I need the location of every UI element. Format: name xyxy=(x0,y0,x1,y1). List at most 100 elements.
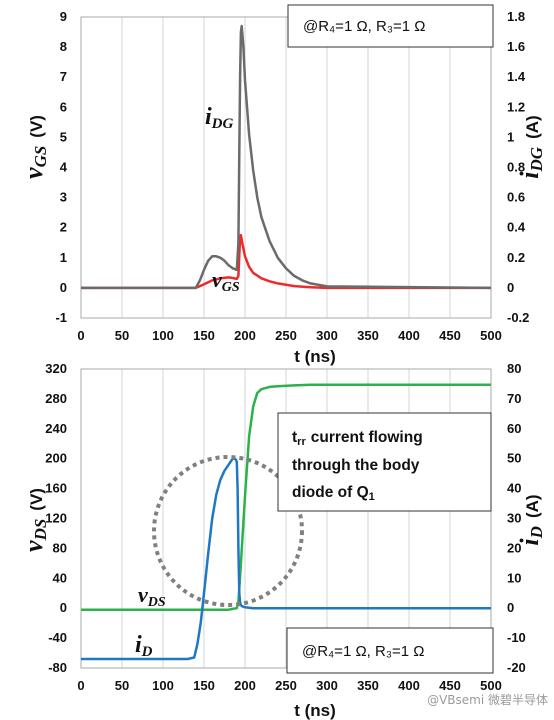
x-axis-title-top: t (ns) xyxy=(294,347,336,366)
svg-text:iD(A): iD (A) xyxy=(515,494,546,545)
annotation-top: @R₄=1 Ω, R₃=1 Ω xyxy=(303,18,425,35)
y-right-tick-30: 30 xyxy=(507,511,521,526)
x-tick-0: 0 xyxy=(77,328,84,343)
y-left-tick-7: 7 xyxy=(60,69,67,84)
chart-top: 0 50 100 150 200 250 300 350 400 450 500 -1 0 1 2 3 4 5 6… xyxy=(19,4,546,366)
x-tick-450: 450 xyxy=(439,328,461,343)
annotation-box-top xyxy=(287,4,494,48)
x-tick-350: 350 xyxy=(357,678,379,693)
y-right-sub-top: DG xyxy=(527,146,546,172)
y-right-tick-1: 1 xyxy=(507,129,514,144)
y-left-tick-320: 320 xyxy=(45,361,67,376)
series-label-idg: iDG xyxy=(205,104,234,132)
x-tick-250: 250 xyxy=(275,328,297,343)
y-left-tick--80: -80 xyxy=(48,660,67,675)
x-tick-200: 200 xyxy=(234,328,256,343)
x-tick-350: 350 xyxy=(357,328,379,343)
y-right-sub-bottom: D xyxy=(527,526,546,539)
plot-area-top xyxy=(80,16,492,319)
y-right-tick-80: 80 xyxy=(507,361,521,376)
y-left-unit-bottom: (V) xyxy=(27,488,46,511)
y-left-tick-4: 4 xyxy=(60,160,68,175)
y-right-tick--0.2: -0.2 xyxy=(507,310,529,325)
series-line-vGS xyxy=(81,233,491,290)
series-label-id: iD xyxy=(135,632,153,660)
x-tick-400: 400 xyxy=(398,678,420,693)
svg-text:vDS(V): vDS (V) xyxy=(19,488,50,552)
y-right-tick-1.6: 1.6 xyxy=(507,39,525,54)
y-left-tick--40: -40 xyxy=(48,630,67,645)
series-lines-top xyxy=(81,24,492,290)
x-tick-300: 300 xyxy=(316,678,338,693)
y-right-tick-0: 0 xyxy=(507,280,514,295)
trr-callout-line1: trr current flowing xyxy=(292,429,423,448)
y-left-tick-9: 9 xyxy=(60,9,67,24)
x-tick-50: 50 xyxy=(115,678,129,693)
series-line-vDS xyxy=(81,383,491,611)
y-left-var-top: v xyxy=(19,167,48,179)
y-left-axis-title-bottom: vDS (V) xyxy=(19,488,50,552)
y-right-tick-20: 20 xyxy=(507,540,521,555)
y-right-tick-70: 70 xyxy=(507,391,521,406)
y-left-tick-160: 160 xyxy=(45,481,67,496)
x-axis-title-bottom: t (ns) xyxy=(294,701,336,720)
y-left-unit-top: (V) xyxy=(27,115,46,138)
y-right-axis-title-top: iDG (A) xyxy=(515,115,546,178)
trr-callout-box xyxy=(277,412,492,512)
watermark: @VBsemi 微碧半导体 xyxy=(427,693,548,707)
y-right-tick-1.8: 1.8 xyxy=(507,9,525,24)
plot-area-bottom xyxy=(80,368,492,669)
y-left-tick-6: 6 xyxy=(60,99,67,114)
x-tick-150: 150 xyxy=(193,328,215,343)
y-left-tick-120: 120 xyxy=(45,511,67,526)
y-right-axis-title-bottom: iD (A) xyxy=(515,494,546,545)
y-left-tick-2: 2 xyxy=(60,220,67,235)
grid-top xyxy=(80,17,492,318)
y-left-tick-200: 200 xyxy=(45,451,67,466)
y-left-tick-0: 0 xyxy=(60,600,67,615)
trr-callout-line2: through the body xyxy=(292,457,420,474)
y-right-tick--20: -20 xyxy=(507,660,526,675)
y-right-tick-40: 40 xyxy=(507,481,521,496)
y-left-tick-40: 40 xyxy=(53,570,67,585)
x-ticks-bottom: 0 50 100 150 200 250 300 350 400 450 500 xyxy=(77,678,501,693)
x-tick-150: 150 xyxy=(193,678,215,693)
y-left-sub-bottom: DS xyxy=(31,519,50,542)
y-left-tick-0: 0 xyxy=(60,280,67,295)
y-left-tick-80: 80 xyxy=(53,540,67,555)
y-right-var-top: i xyxy=(515,171,544,179)
x-tick-100: 100 xyxy=(152,328,174,343)
annotation-bottom: @R₄=1 Ω, R₃=1 Ω xyxy=(302,643,424,660)
x-tick-450: 450 xyxy=(439,678,461,693)
x-tick-300: 300 xyxy=(316,328,338,343)
svg-text:vGS(V): vGS (V) xyxy=(19,115,50,179)
trr-highlight-circle xyxy=(152,455,304,607)
series-line-iDG xyxy=(81,24,492,290)
y-right-tick-0.6: 0.6 xyxy=(507,190,525,205)
x-tick-400: 400 xyxy=(398,328,420,343)
x-tick-200: 200 xyxy=(234,678,256,693)
x-tick-500: 500 xyxy=(480,678,502,693)
y-left-tick-5: 5 xyxy=(60,129,67,144)
y-left-axis-title-top: vGS (V) xyxy=(19,115,50,179)
y-left-tick-8: 8 xyxy=(60,39,67,54)
x-ticks-top: 0 50 100 150 200 250 300 350 400 450 500 xyxy=(77,328,501,343)
y-left-ticks-top: -1 0 1 2 3 4 5 6 7 8 9 xyxy=(55,9,67,325)
y-right-var-bottom: i xyxy=(515,538,544,546)
y-left-tick-280: 280 xyxy=(45,391,67,406)
series-label-vgs: vGS xyxy=(212,267,240,295)
y-right-tick-0.2: 0.2 xyxy=(507,250,525,265)
x-tick-250: 250 xyxy=(275,678,297,693)
y-left-tick-3: 3 xyxy=(60,190,67,205)
y-left-tick--1: -1 xyxy=(55,310,67,325)
y-left-var-bottom: v xyxy=(19,540,48,552)
svg-text:iDG(A): iDG (A) xyxy=(515,115,546,178)
y-right-tick-1.4: 1.4 xyxy=(507,69,526,84)
trr-callout-line3: diode of Q1 xyxy=(292,484,375,503)
y-right-tick-0.8: 0.8 xyxy=(507,160,525,175)
y-right-ticks-bottom: -20 -10 0 10 20 30 40 50 60 70 80 xyxy=(507,361,526,675)
y-right-tick-60: 60 xyxy=(507,421,521,436)
y-left-tick-240: 240 xyxy=(45,421,67,436)
y-left-tick-1: 1 xyxy=(60,250,67,265)
